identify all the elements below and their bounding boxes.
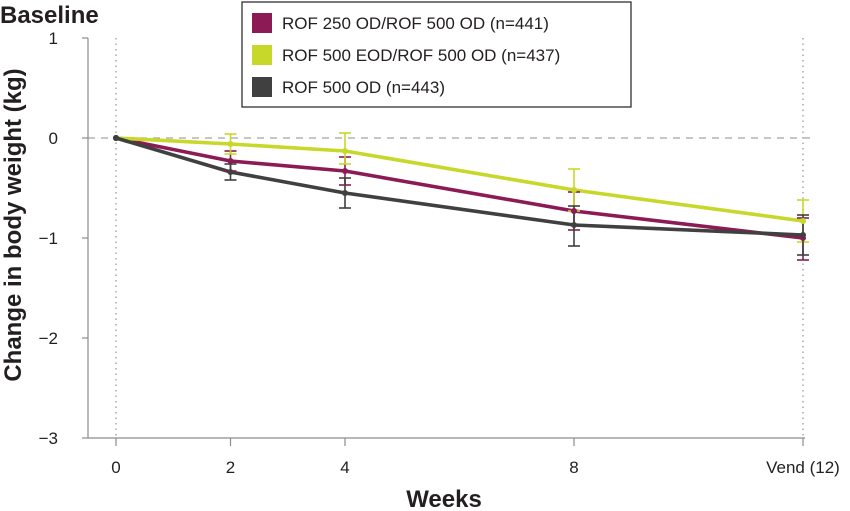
legend-swatch xyxy=(252,13,272,33)
data-point xyxy=(571,208,577,214)
legend-box xyxy=(241,1,632,108)
error-bars xyxy=(224,132,809,261)
x-axis-ticks: 0 2 4 8 Vend (12) xyxy=(111,438,840,477)
x-tick-label: 0 xyxy=(111,458,120,477)
legend-label: ROF 500 OD (n=443) xyxy=(282,78,445,97)
series-line xyxy=(114,136,805,237)
legend-label: ROF 250 OD/ROF 500 OD (n=441) xyxy=(282,14,549,33)
x-tick-label: 4 xyxy=(340,458,349,477)
x-tick-label: 8 xyxy=(569,458,578,477)
baseline-label: Baseline xyxy=(0,2,99,29)
y-tick-label: 1 xyxy=(49,29,58,48)
data-point xyxy=(227,169,234,175)
y-tick-label: −1 xyxy=(39,229,58,248)
y-tick-label: −3 xyxy=(39,429,58,448)
data-point xyxy=(227,141,234,147)
data-point xyxy=(800,232,806,238)
x-tick-label: 2 xyxy=(226,458,235,477)
data-point xyxy=(571,222,577,228)
y-tick-label: 0 xyxy=(49,129,58,148)
data-point xyxy=(113,135,119,141)
legend-swatch xyxy=(252,77,272,97)
y-axis-title: Change in body weight (kg) xyxy=(0,68,27,381)
data-point xyxy=(342,190,348,196)
x-tick-label: Vend (12) xyxy=(766,458,840,477)
data-point xyxy=(227,158,234,164)
legend-label: ROF 500 EOD/ROF 500 OD (n=437) xyxy=(282,46,560,65)
series-line xyxy=(114,136,805,240)
x-axis-title: Weeks xyxy=(406,486,482,511)
series-lines xyxy=(114,136,805,240)
y-axis-ticks: 1 0 −1 −2 −3 xyxy=(39,29,88,448)
data-point xyxy=(800,218,806,224)
data-points xyxy=(113,135,806,241)
legend-swatch xyxy=(252,45,272,65)
data-point xyxy=(342,168,348,174)
data-point xyxy=(342,148,348,154)
data-point xyxy=(571,187,577,193)
y-tick-label: −2 xyxy=(39,329,58,348)
legend: ROF 250 OD/ROF 500 OD (n=441) ROF 500 EOD… xyxy=(241,1,632,108)
